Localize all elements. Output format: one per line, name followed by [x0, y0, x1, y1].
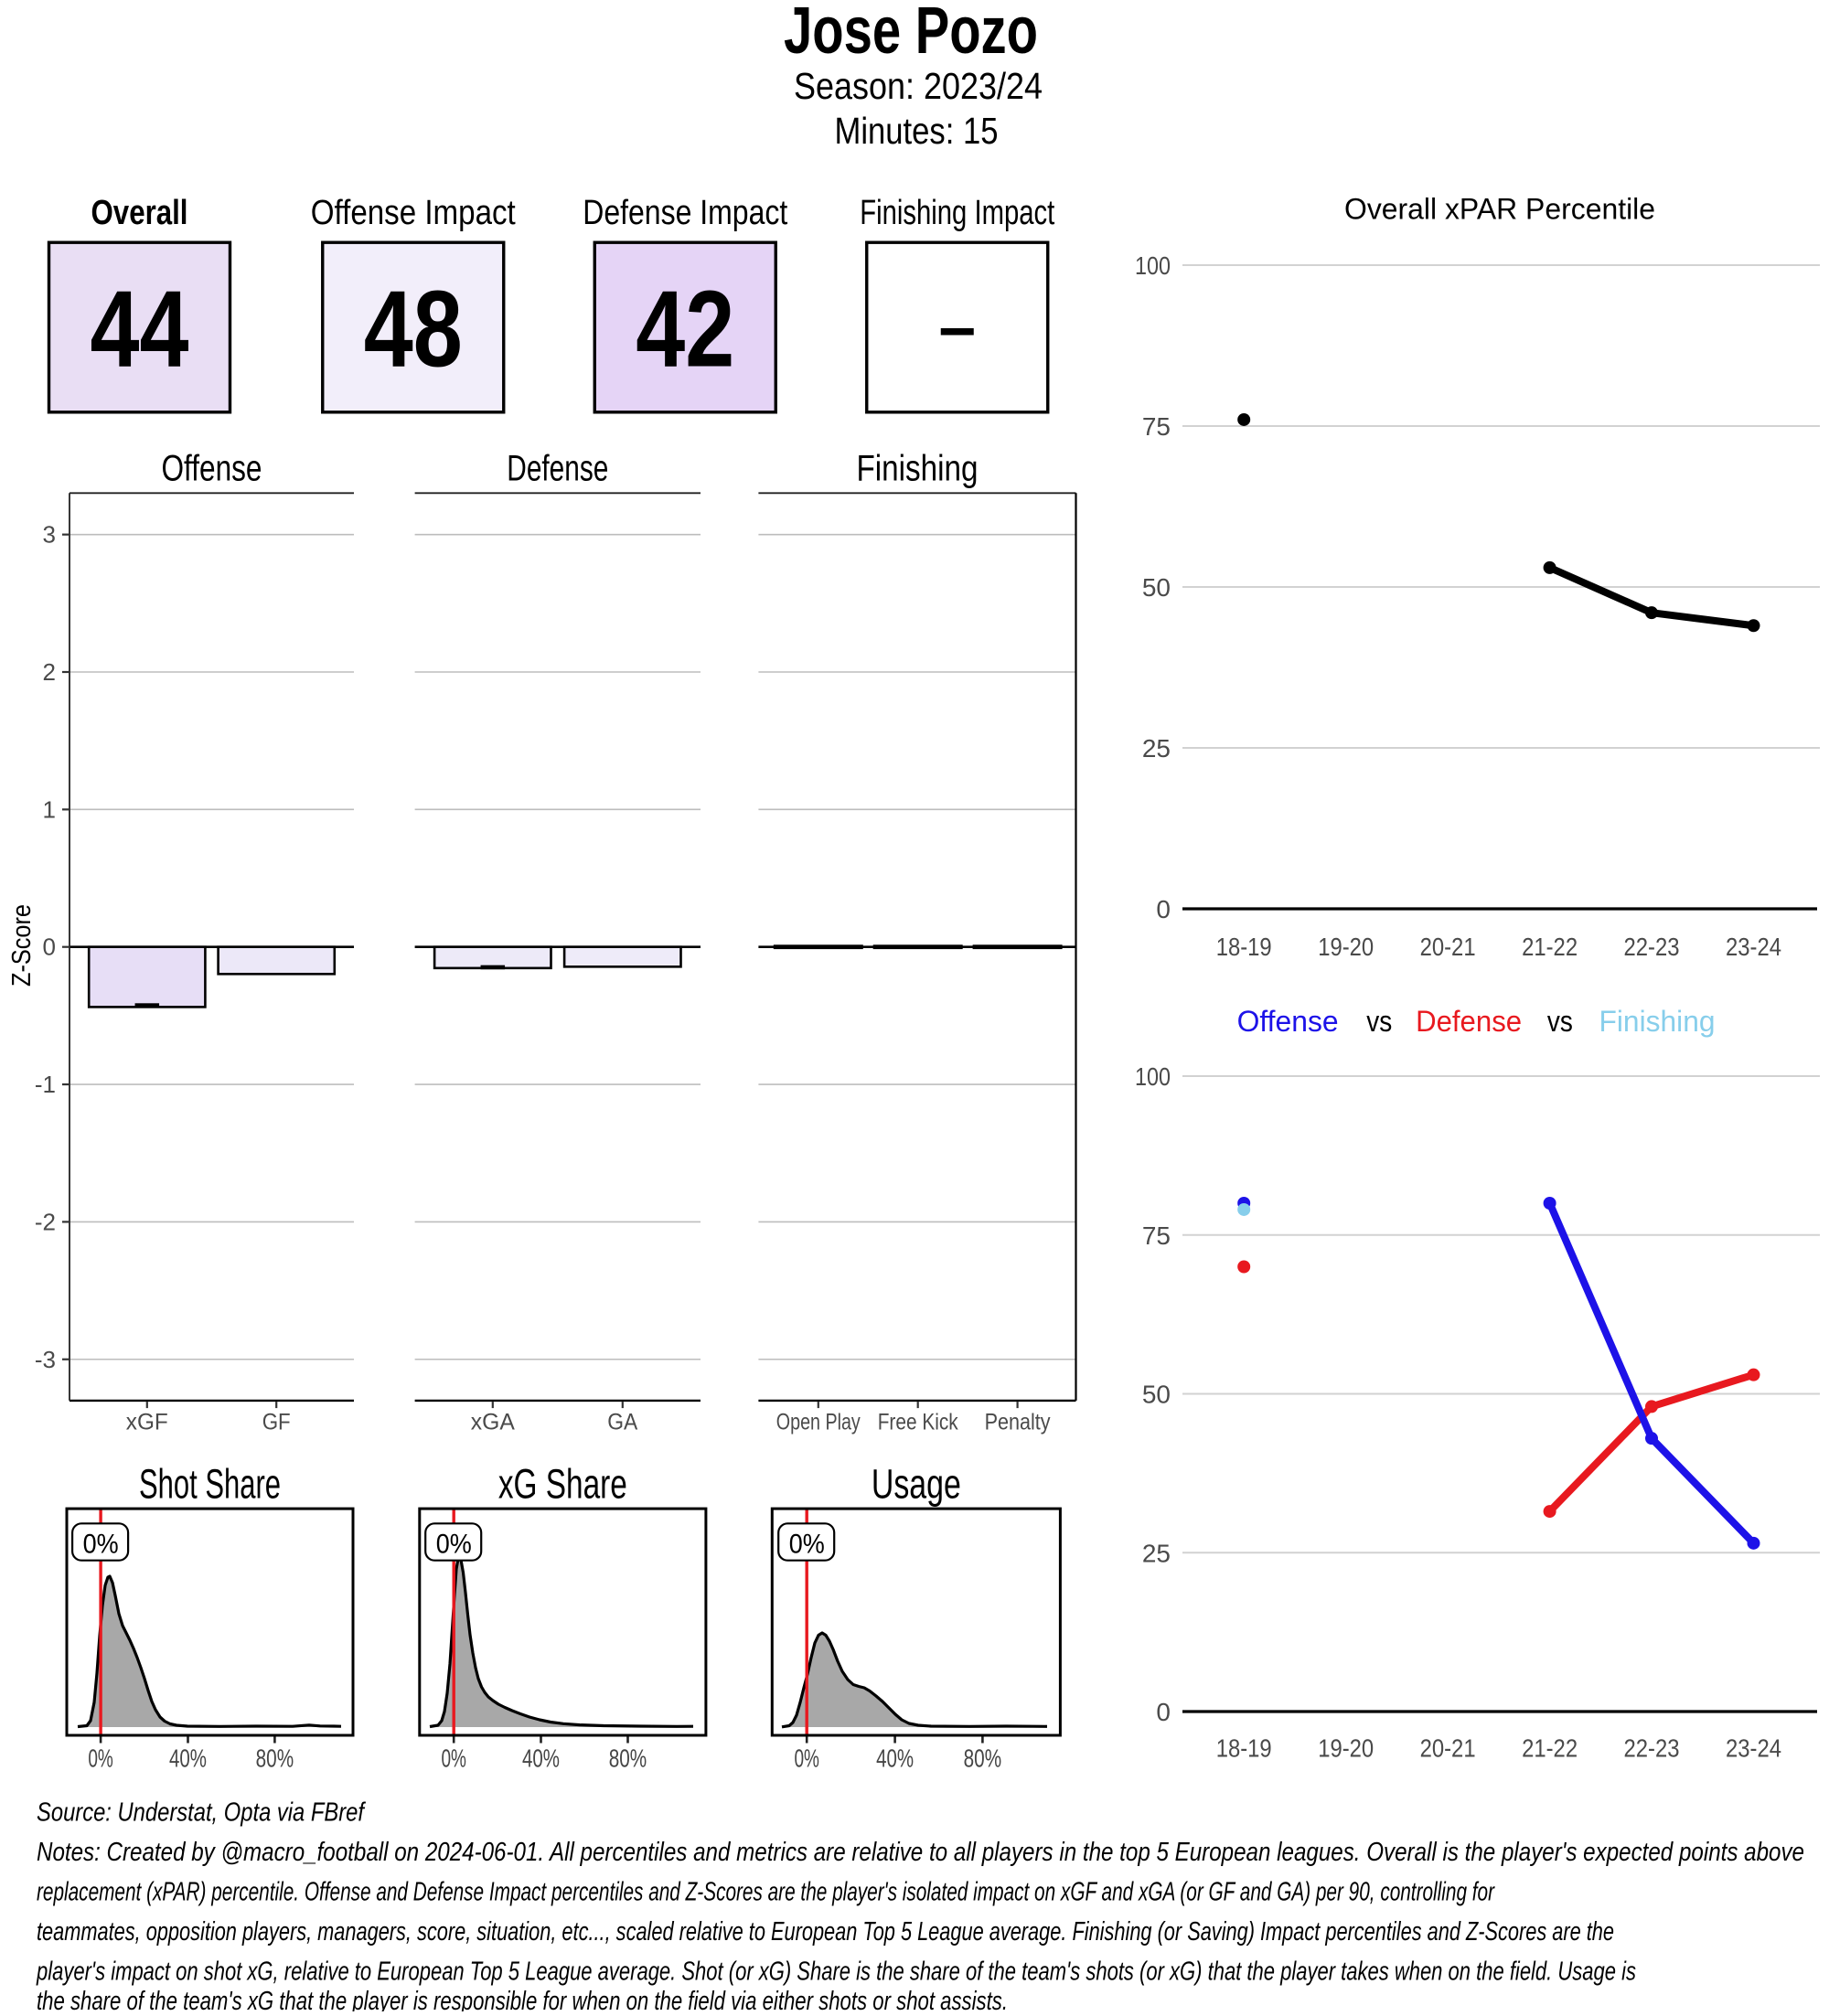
svg-text:vs: vs: [1366, 1005, 1392, 1038]
svg-text:40%: 40%: [876, 1744, 914, 1773]
svg-text:0%: 0%: [789, 1529, 825, 1559]
svg-text:GF: GF: [262, 1410, 291, 1435]
svg-text:1: 1: [43, 795, 56, 823]
svg-text:Source: Understat, Opta via FB: Source: Understat, Opta via FBref: [37, 1798, 366, 1828]
svg-text:teammates, opposition players,: teammates, opposition players, managers,…: [37, 1917, 1614, 1947]
svg-text:Free Kick: Free Kick: [878, 1410, 958, 1435]
svg-text:19-20: 19-20: [1318, 933, 1374, 961]
svg-text:40%: 40%: [522, 1744, 560, 1773]
svg-text:Minutes: 15: Minutes: 15: [835, 110, 999, 152]
svg-text:25: 25: [1142, 734, 1171, 763]
svg-text:23-24: 23-24: [1726, 1734, 1781, 1763]
svg-text:xGF: xGF: [126, 1410, 168, 1435]
svg-text:replacement (xPAR) percentile.: replacement (xPAR) percentile. Offense a…: [37, 1878, 1495, 1907]
svg-text:Overall xPAR Percentile: Overall xPAR Percentile: [1344, 193, 1655, 226]
svg-text:0: 0: [1156, 1698, 1171, 1726]
svg-text:44: 44: [91, 269, 189, 390]
svg-text:Defense: Defense: [507, 449, 608, 489]
svg-text:Notes: Created by @macro_footb: Notes: Created by @macro_football on 202…: [37, 1838, 1804, 1867]
svg-text:0%: 0%: [794, 1744, 819, 1773]
svg-text:2: 2: [43, 658, 56, 686]
svg-text:Penalty: Penalty: [985, 1410, 1051, 1435]
svg-text:80%: 80%: [609, 1744, 647, 1773]
svg-text:xGA: xGA: [471, 1410, 515, 1435]
svg-text:the share of the team's xG tha: the share of the team's xG that the play…: [37, 1987, 1008, 2011]
svg-text:Usage: Usage: [872, 1460, 961, 1507]
svg-text:21-22: 21-22: [1522, 1734, 1578, 1763]
svg-text:0%: 0%: [441, 1744, 466, 1773]
svg-text:Z-Score: Z-Score: [7, 904, 37, 987]
svg-text:18-19: 18-19: [1216, 1734, 1272, 1763]
svg-text:Finishing: Finishing: [1599, 1005, 1716, 1038]
svg-text:-2: -2: [35, 1208, 56, 1235]
svg-text:18-19: 18-19: [1216, 933, 1272, 961]
svg-text:80%: 80%: [256, 1744, 294, 1773]
svg-text:0%: 0%: [83, 1529, 119, 1559]
svg-text:-1: -1: [35, 1071, 56, 1098]
svg-text:0%: 0%: [436, 1529, 472, 1559]
svg-text:GA: GA: [607, 1410, 637, 1435]
svg-text:50: 50: [1142, 573, 1171, 602]
svg-text:0: 0: [1156, 895, 1171, 923]
svg-text:Offense: Offense: [1237, 1005, 1339, 1038]
svg-text:Finishing: Finishing: [856, 449, 978, 489]
svg-text:vs: vs: [1547, 1005, 1573, 1038]
svg-text:40%: 40%: [169, 1744, 207, 1773]
svg-text:Offense Impact: Offense Impact: [311, 194, 516, 232]
svg-text:80%: 80%: [964, 1744, 1002, 1773]
svg-text:Jose Pozo: Jose Pozo: [784, 0, 1038, 68]
svg-text:0: 0: [43, 933, 56, 961]
svg-text:48: 48: [364, 269, 463, 390]
svg-text:23-24: 23-24: [1726, 933, 1781, 961]
svg-text:0%: 0%: [88, 1744, 113, 1773]
svg-text:Shot Share: Shot Share: [139, 1460, 281, 1507]
svg-text:20-21: 20-21: [1420, 933, 1476, 961]
svg-text:75: 75: [1142, 412, 1171, 441]
svg-text:100: 100: [1135, 1062, 1171, 1091]
svg-text:Overall: Overall: [91, 194, 188, 232]
svg-text:player's impact on shot xG, re: player's impact on shot xG, relative to …: [36, 1957, 1636, 1987]
svg-text:21-22: 21-22: [1522, 933, 1578, 961]
svg-text:19-20: 19-20: [1318, 1734, 1374, 1763]
svg-text:22-23: 22-23: [1624, 1734, 1680, 1763]
svg-text:75: 75: [1142, 1221, 1171, 1250]
svg-text:Defense Impact: Defense Impact: [583, 194, 787, 232]
svg-text:50: 50: [1142, 1381, 1171, 1409]
svg-text:25: 25: [1142, 1539, 1171, 1567]
svg-text:Defense: Defense: [1416, 1005, 1522, 1038]
svg-text:100: 100: [1135, 251, 1171, 280]
svg-text:-3: -3: [35, 1346, 56, 1373]
svg-text:Finishing Impact: Finishing Impact: [860, 194, 1054, 232]
svg-text:xG Share: xG Share: [498, 1460, 627, 1507]
svg-text:22-23: 22-23: [1624, 933, 1680, 961]
svg-text:20-21: 20-21: [1420, 1734, 1476, 1763]
svg-text:42: 42: [636, 269, 734, 390]
svg-text:3: 3: [43, 521, 56, 549]
svg-text:Offense: Offense: [162, 449, 262, 489]
svg-text:Open Play: Open Play: [776, 1410, 861, 1435]
svg-text:Season: 2023/24: Season: 2023/24: [794, 65, 1043, 107]
